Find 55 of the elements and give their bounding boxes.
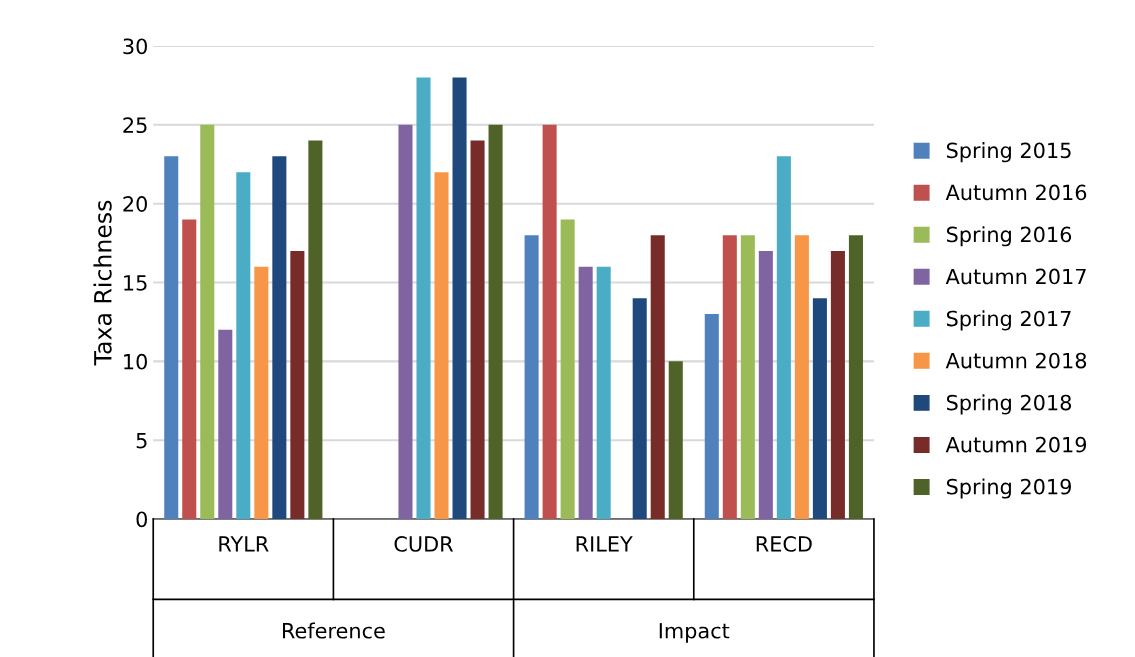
bar [722, 235, 737, 520]
bar [308, 140, 323, 520]
bar [740, 235, 755, 520]
bar [650, 235, 665, 520]
bar [236, 172, 251, 520]
x-tick-label: CUDR [394, 536, 454, 552]
bar [596, 266, 611, 520]
bar [830, 250, 845, 520]
y-tick-label: 10 [124, 353, 147, 370]
bar [632, 298, 647, 520]
y-tick-label: 25 [123, 117, 147, 134]
bar [668, 361, 683, 520]
bar [524, 235, 539, 520]
bar [254, 266, 269, 520]
y-axis-title: Taxa Richness [93, 200, 112, 366]
legend-label: Spring 2018 [946, 394, 1072, 415]
text: Impact [659, 623, 730, 643]
y-tick-label: 0 [136, 511, 147, 528]
y-tick-label: 30 [123, 38, 147, 55]
legend-label: Autumn 2017 [945, 268, 1086, 285]
bar [164, 156, 179, 520]
bar [470, 140, 485, 520]
x-tick-label: RYLR [219, 536, 269, 552]
y-tick-label: 5 [136, 432, 147, 449]
bar [182, 219, 197, 520]
bar [848, 235, 863, 520]
legend-label: Spring 2019 [946, 478, 1071, 499]
bar [704, 314, 719, 520]
legend-label: Autumn 2016 [945, 184, 1087, 201]
bar [812, 298, 827, 520]
bar [290, 250, 305, 520]
x-tick-label: RECD [756, 536, 812, 552]
bar [542, 124, 557, 520]
legend-label: Spring 2016 [946, 226, 1072, 247]
bar [488, 124, 503, 520]
bar [776, 156, 791, 520]
bar [398, 124, 413, 520]
bar [560, 219, 575, 520]
bar [434, 172, 449, 520]
bar [578, 266, 593, 520]
bar [794, 235, 809, 520]
y-tick-label: 15 [124, 275, 147, 291]
text: Reference [283, 622, 385, 639]
legend-label: Autumn 2019 [945, 436, 1087, 453]
legend-label: Autumn 2018 [945, 352, 1087, 369]
bar [416, 77, 431, 520]
legend-label: Spring 2017 [946, 310, 1071, 331]
bar [452, 77, 467, 520]
bar [758, 250, 773, 520]
bar [218, 329, 233, 520]
legend-label: Spring 2015 [946, 142, 1071, 163]
bar [272, 156, 287, 520]
y-tick-label: 20 [123, 196, 147, 212]
x-tick-label: RILEY [576, 536, 633, 552]
bar [200, 124, 215, 520]
